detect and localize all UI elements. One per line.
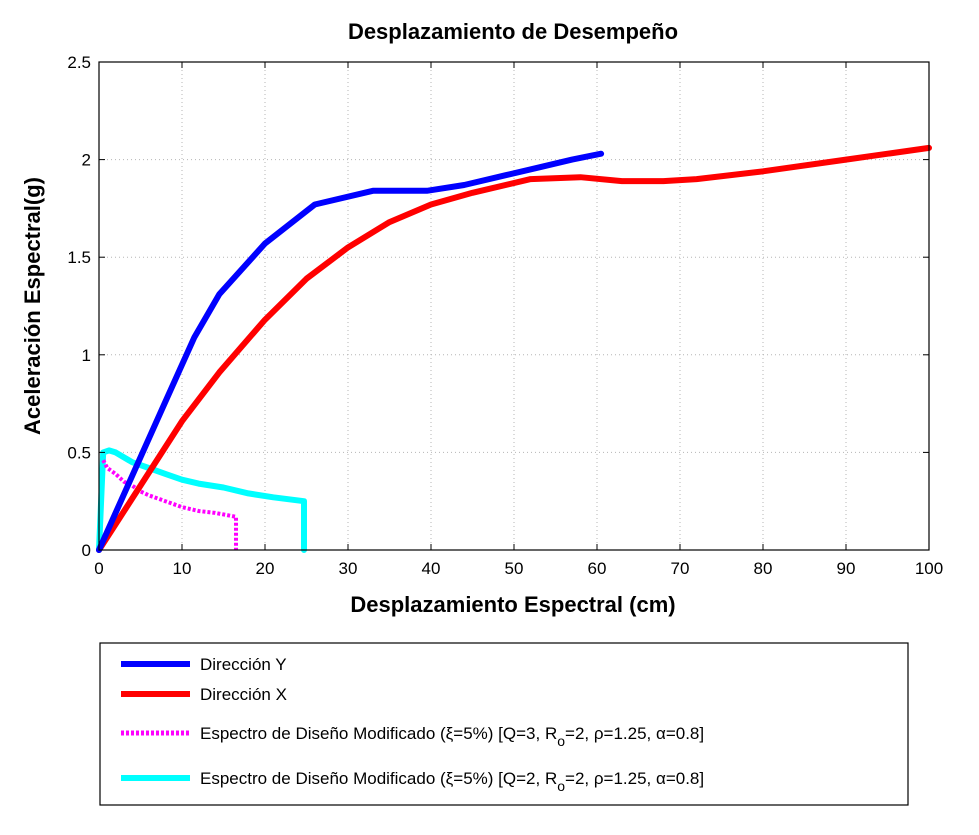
x-tick-label: 60 (588, 559, 607, 578)
series-line-3 (101, 459, 238, 550)
series-layer (96, 144, 932, 553)
legend-box (99, 642, 909, 806)
x-tick-label: 50 (505, 559, 524, 578)
y-axis-label: Aceleración Espectral(g) (20, 177, 45, 435)
x-tick-label: 100 (915, 559, 943, 578)
x-tick-label: 10 (173, 559, 192, 578)
y-tick-label: 0.5 (67, 443, 91, 462)
x-tick-label: 0 (94, 559, 103, 578)
x-tick-label: 20 (256, 559, 275, 578)
tick-layer: 0 10 20 30 40 50 60 70 80 90 100 0 0.5 1 1.5 2 2.5 (67, 53, 943, 578)
y-tick-label: 0 (82, 541, 91, 560)
legend-label-4: Espectro de Diseño Modificado (ξ=5%) [Q=… (200, 769, 704, 794)
legend-label-2: Dirección X (200, 685, 287, 704)
series-line-2 (96, 144, 932, 553)
x-tick-label: 90 (837, 559, 856, 578)
x-axis-label: Desplazamiento Espectral (cm) (350, 592, 675, 617)
x-tick-label: 70 (671, 559, 690, 578)
x-tick-label: 80 (754, 559, 773, 578)
y-tick-label: 1 (82, 346, 91, 365)
grid (99, 62, 929, 550)
x-tick-label: 40 (422, 559, 441, 578)
legend-label-1: Dirección Y (200, 655, 287, 674)
y-tick-label: 2.5 (67, 53, 91, 72)
y-tick-label: 2 (82, 151, 91, 170)
chart-title: Desplazamiento de Desempeño (348, 19, 678, 44)
legend: Dirección Y Dirección X Espectro de Diseño… (99, 642, 909, 806)
x-tick-label: 30 (339, 559, 358, 578)
y-tick-label: 1.5 (67, 248, 91, 267)
series-line-4 (96, 447, 307, 553)
legend-label-3: Espectro de Diseño Modificado (ξ=5%) [Q=… (200, 724, 704, 749)
series-line-1 (96, 150, 605, 553)
